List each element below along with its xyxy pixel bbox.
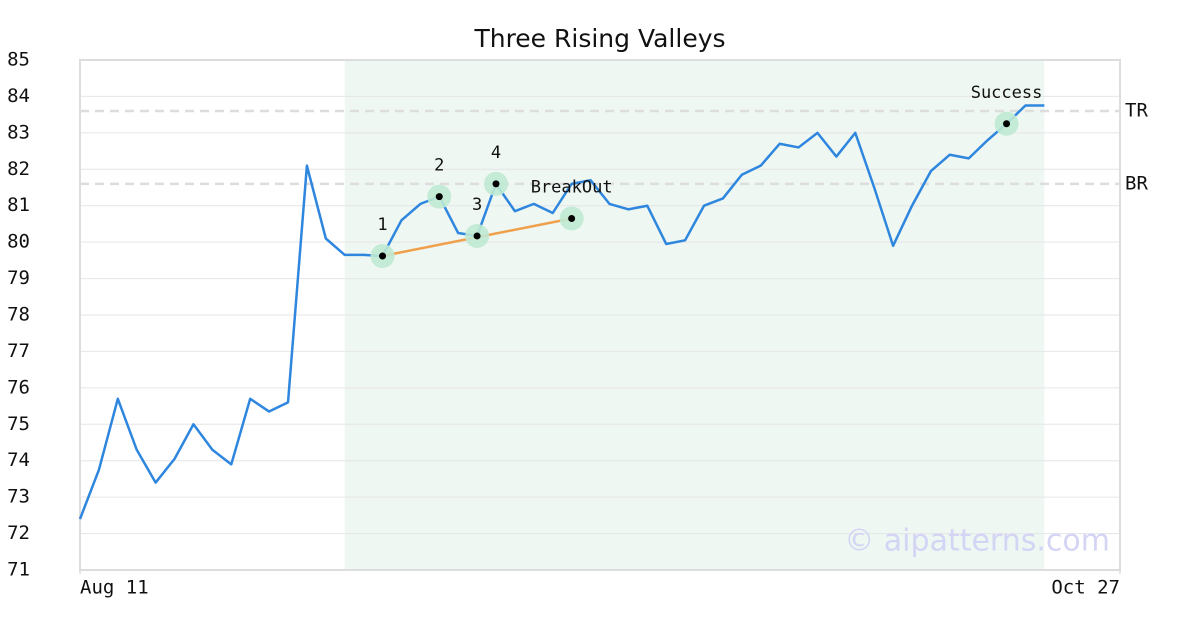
y-tick-label: 80 (7, 231, 30, 253)
marker-dot (379, 252, 387, 260)
y-tick-label: 73 (7, 486, 30, 508)
annotation-label: 3 (472, 195, 482, 215)
annotation-label: 2 (434, 156, 444, 176)
marker-dot (492, 180, 500, 188)
y-tick-label: 78 (7, 304, 30, 326)
y-tick-label: 72 (7, 522, 30, 544)
y-tick-label: 76 (7, 376, 30, 398)
plot-frame (79, 59, 1121, 571)
y-tick-label: 74 (7, 449, 30, 471)
y-tick-label: 81 (7, 194, 30, 216)
y-tick-label: 82 (7, 158, 30, 180)
annotation-label: 1 (377, 215, 387, 235)
annotation-label: BreakOut (531, 177, 613, 197)
level-label: BR (1125, 172, 1148, 194)
y-tick-label: 77 (7, 340, 30, 362)
y-tick-label: 85 (7, 49, 30, 71)
annotation-label: Success (971, 83, 1043, 103)
y-tick-label: 79 (7, 267, 30, 289)
y-tick-label: 83 (7, 121, 30, 143)
marker-dot (568, 214, 576, 222)
chart-title: Three Rising Valleys (473, 24, 725, 53)
price-line (78, 104, 1045, 520)
watermark: © aipatterns.com (844, 524, 1110, 559)
level-label: TR (1125, 100, 1148, 122)
marker-dot (473, 232, 481, 240)
y-tick-label: 84 (7, 85, 30, 107)
y-tick-label: 75 (7, 413, 30, 435)
x-tick-label: Aug 11 (80, 577, 149, 599)
marker-dot (435, 193, 443, 201)
annotation-label: 4 (491, 143, 501, 163)
marker-dot (1003, 120, 1011, 128)
y-tick-label: 71 (7, 559, 30, 581)
x-tick-label: Oct 27 (1051, 577, 1120, 599)
